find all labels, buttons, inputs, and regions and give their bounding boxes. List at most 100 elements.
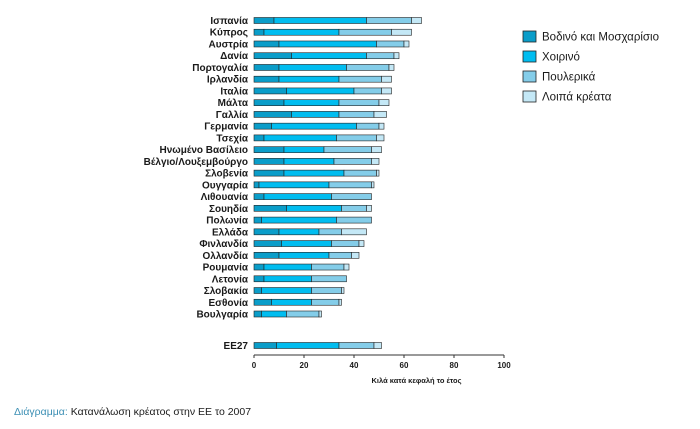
bar-segment-beef <box>253 181 260 189</box>
bar-segment-poultry <box>331 193 372 200</box>
bar-segment-other <box>376 169 380 177</box>
bar-segment-poultry <box>356 122 380 130</box>
caption-text: Κατανάλωση κρέατος στην ΕΕ το 2007 <box>70 406 252 418</box>
x-axis-title: Κιλά κατά κεφαλή το έτος <box>371 376 461 385</box>
bar-segment-pork <box>278 64 347 71</box>
bar-segment-beef <box>253 275 265 283</box>
bar-segment-beef <box>253 205 287 212</box>
bar-segment-beef <box>253 87 287 95</box>
category-label: Βουλγαρία <box>196 310 248 321</box>
bar-segment-other <box>318 310 322 318</box>
bar-segment-poultry <box>311 287 342 294</box>
bar-segment-beef <box>253 310 262 318</box>
bar-segment-other <box>376 134 385 142</box>
category-label: Κύπρος <box>210 28 248 39</box>
bar-segment-pork <box>286 205 342 212</box>
legend-label-other: Λοιπά κρέατα <box>542 92 612 104</box>
bar-segment-other <box>411 17 422 24</box>
caption-prefix: Διάγραμμα: <box>14 406 68 418</box>
bar-segment-beef <box>253 64 280 71</box>
bar-segment-beef <box>253 75 280 83</box>
bar-segment-beef <box>253 40 280 48</box>
x-axis-ticks: 0 20 40 60 80 100 <box>252 355 511 370</box>
bar-segment-pork <box>281 240 332 247</box>
bar-segment-beef <box>253 146 285 153</box>
category-label: Ουγγαρία <box>202 180 249 191</box>
bar-segment-poultry <box>338 342 375 349</box>
bar-segment-poultry <box>286 310 320 318</box>
bar-segment-pork <box>278 228 320 236</box>
bar-segment-other <box>373 342 382 349</box>
category-label: Σλοβακία <box>204 286 249 297</box>
x-tick-label: 20 <box>300 361 309 370</box>
bar-segment-poultry <box>318 228 342 236</box>
category-label: Ελλάδα <box>212 227 249 238</box>
category-label: Σουηδία <box>209 204 249 215</box>
category-label: Ολλανδία <box>203 251 249 262</box>
bar-segment-other <box>371 146 382 153</box>
bar-segment-pork <box>283 158 335 165</box>
bar-segment-poultry <box>366 17 412 24</box>
category-label: ΕΕ27 <box>224 341 249 352</box>
category-label: Βέλγιο/Λουξεμβούργο <box>144 157 248 168</box>
bar-segment-beef <box>253 52 292 60</box>
bar-segment-pork <box>261 310 287 318</box>
category-label: Ηνωμένο Βασίλειο <box>160 145 249 156</box>
bar-segment-poultry <box>328 181 372 189</box>
bar-segment-poultry <box>376 40 405 48</box>
bar-segment-poultry <box>346 64 390 71</box>
bar-segment-pork <box>263 28 340 36</box>
category-labels: ΙσπανίαΚύπροςΑυστρίαΔανίαΠορτογαλίαΙρλαν… <box>144 16 249 352</box>
bar-segment-other <box>403 40 410 48</box>
category-label: Πορτογαλία <box>192 63 249 74</box>
bar-segment-pork <box>263 134 337 142</box>
category-label: Αυστρία <box>209 39 249 50</box>
bar-segment-beef <box>253 240 282 247</box>
legend-swatch-beef <box>522 30 537 43</box>
category-label: Γερμανία <box>204 122 249 133</box>
bar-segment-pork <box>271 122 357 130</box>
bar-segment-other <box>343 263 350 271</box>
x-tick-label: 0 <box>252 361 257 370</box>
bar-segment-beef <box>253 252 280 259</box>
x-tick-label: 100 <box>497 361 511 370</box>
bar-segment-other <box>381 87 392 95</box>
bar-segment-beef <box>253 216 262 224</box>
bar-segment-pork <box>258 181 330 189</box>
x-tick-label: 40 <box>350 361 359 370</box>
bar-segment-pork <box>291 111 340 118</box>
bar-segment-beef <box>253 28 265 36</box>
category-label: Ρουμανία <box>203 263 249 274</box>
figure-caption: Διάγραμμα: Κατανάλωση κρέατος στην ΕΕ το… <box>14 406 251 418</box>
bar-segment-poultry <box>338 99 380 106</box>
bar-segment-other <box>366 205 372 212</box>
legend-swatch-poultry <box>522 70 537 83</box>
bar-segment-pork <box>278 40 377 48</box>
bar-segment-other <box>341 228 367 236</box>
bar-segment-other <box>393 52 400 60</box>
category-label: Ιρλανδία <box>207 75 249 86</box>
bar-segment-pork <box>286 87 355 95</box>
bar-segment-other <box>373 111 387 118</box>
bar-segment-pork <box>278 252 330 259</box>
category-label: Λετονία <box>212 274 249 285</box>
category-label: Εσθονία <box>208 298 248 309</box>
category-label: Τσεχία <box>216 133 248 144</box>
bar-segment-poultry <box>336 216 372 224</box>
bar-segment-other <box>378 99 390 106</box>
bar-segment-pork <box>271 298 312 306</box>
category-label: Σλοβενία <box>205 169 249 180</box>
bar-segment-beef <box>253 158 285 165</box>
bar-segment-other <box>341 287 345 294</box>
bar-segment-poultry <box>311 298 340 306</box>
bar-segment-poultry <box>336 134 377 142</box>
category-label: Ισπανία <box>210 16 248 27</box>
bar-segment-pork <box>278 75 340 83</box>
bar-segment-beef <box>253 134 265 142</box>
x-tick-label: 80 <box>450 361 459 370</box>
bar-segment-beef <box>253 228 280 236</box>
bar-segment-poultry <box>338 111 375 118</box>
bar-segment-beef <box>253 342 277 349</box>
bar-segment-beef <box>253 111 292 118</box>
